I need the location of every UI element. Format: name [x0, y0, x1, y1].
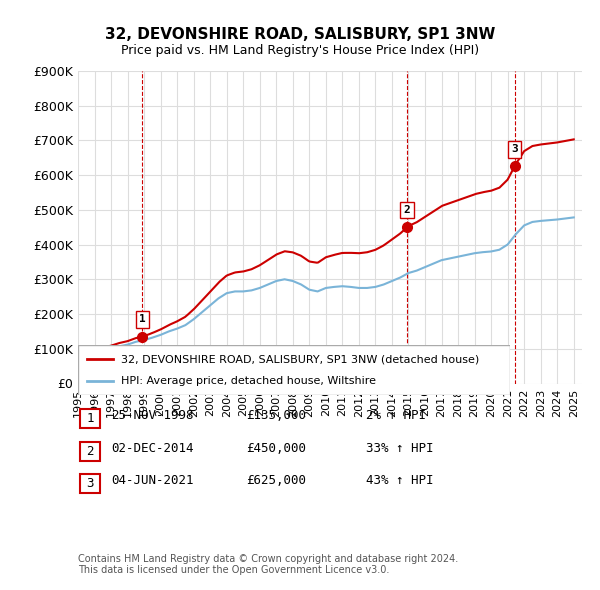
FancyBboxPatch shape	[80, 409, 100, 428]
Text: 02-DEC-2014: 02-DEC-2014	[111, 442, 193, 455]
Text: 2: 2	[404, 205, 410, 215]
Text: 32, DEVONSHIRE ROAD, SALISBURY, SP1 3NW: 32, DEVONSHIRE ROAD, SALISBURY, SP1 3NW	[105, 27, 495, 41]
Text: 1: 1	[86, 412, 94, 425]
Text: Contains HM Land Registry data © Crown copyright and database right 2024.
This d: Contains HM Land Registry data © Crown c…	[78, 553, 458, 575]
Text: 1: 1	[139, 314, 146, 325]
FancyBboxPatch shape	[78, 345, 510, 395]
Text: 43% ↑ HPI: 43% ↑ HPI	[366, 474, 433, 487]
FancyBboxPatch shape	[80, 442, 100, 461]
FancyBboxPatch shape	[80, 474, 100, 493]
Text: 33% ↑ HPI: 33% ↑ HPI	[366, 442, 433, 455]
Text: 04-JUN-2021: 04-JUN-2021	[111, 474, 193, 487]
Text: 32, DEVONSHIRE ROAD, SALISBURY, SP1 3NW (detached house): 32, DEVONSHIRE ROAD, SALISBURY, SP1 3NW …	[121, 354, 479, 364]
Text: £450,000: £450,000	[246, 442, 306, 455]
Text: £625,000: £625,000	[246, 474, 306, 487]
Text: £135,000: £135,000	[246, 409, 306, 422]
Text: 2: 2	[86, 445, 94, 458]
Text: HPI: Average price, detached house, Wiltshire: HPI: Average price, detached house, Wilt…	[121, 376, 376, 386]
Text: 3: 3	[511, 144, 518, 154]
Text: 25-NOV-1998: 25-NOV-1998	[111, 409, 193, 422]
Text: 2% ↑ HPI: 2% ↑ HPI	[366, 409, 426, 422]
Text: Price paid vs. HM Land Registry's House Price Index (HPI): Price paid vs. HM Land Registry's House …	[121, 44, 479, 57]
Text: 3: 3	[86, 477, 94, 490]
